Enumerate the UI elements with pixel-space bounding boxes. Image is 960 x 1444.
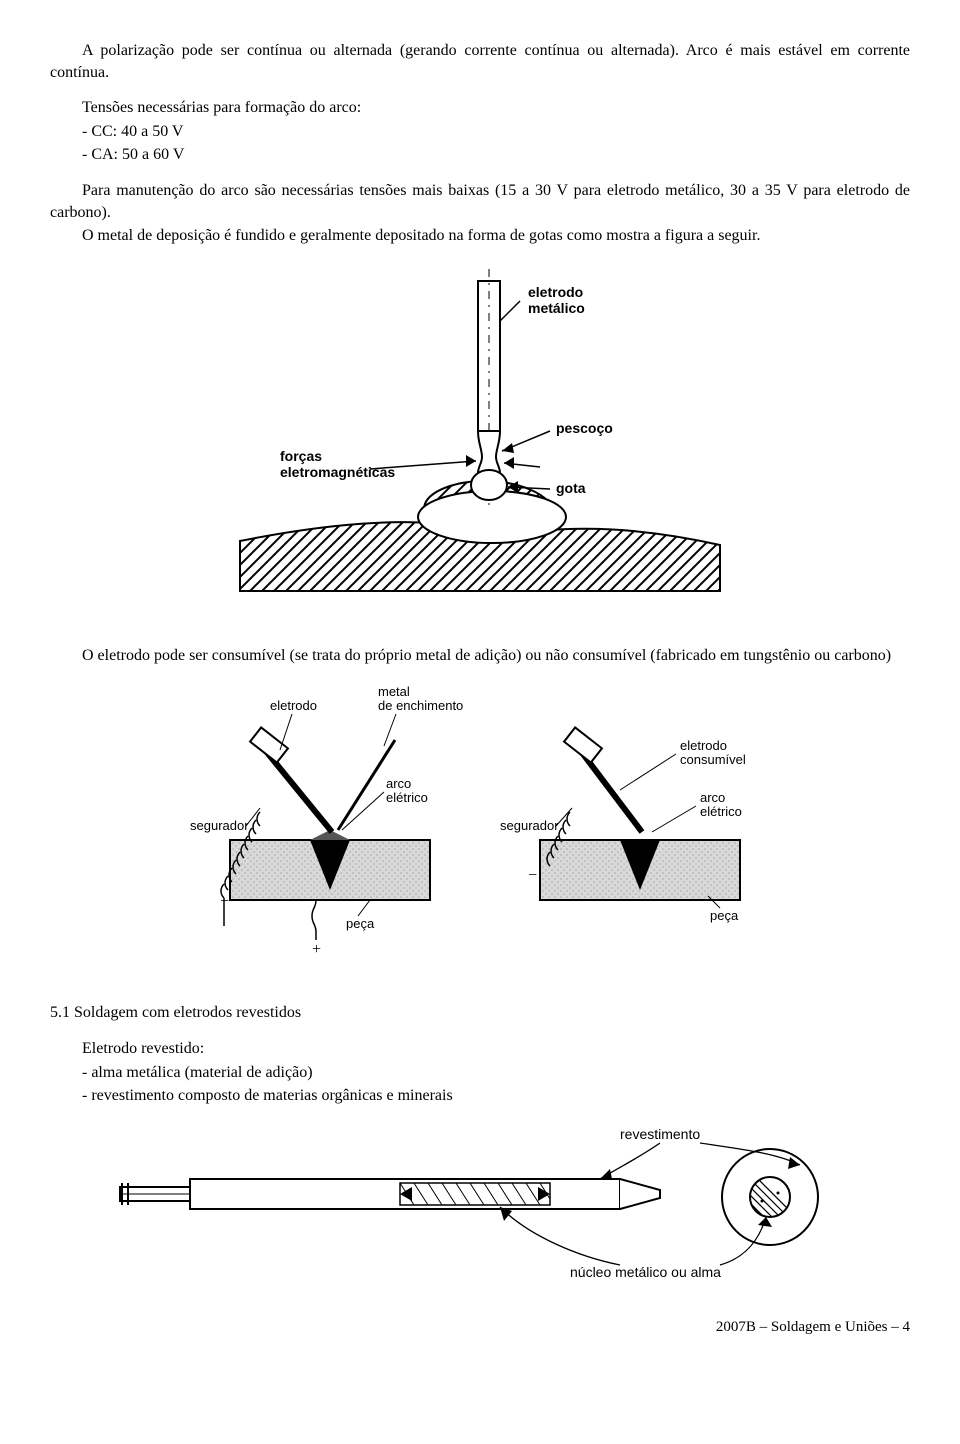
svg-text:pescoço: pescoço [556, 420, 613, 436]
svg-text:consumível: consumível [680, 752, 746, 767]
svg-text:arco: arco [386, 776, 411, 791]
figure-coated-electrode: revestimento núcleo metálico ou alma [100, 1117, 860, 1287]
tensions-item-ca: - CA: 50 a 60 V [50, 144, 910, 166]
svg-text:eletrodo: eletrodo [270, 698, 317, 713]
svg-text:elétrico: elétrico [386, 790, 428, 805]
paragraph-consumable: O eletrodo pode ser consumível (se trata… [50, 645, 910, 667]
svg-text:revestimento: revestimento [620, 1126, 700, 1142]
svg-text:peça: peça [710, 908, 739, 923]
sub-item-revestimento: - revestimento composto de materias orgâ… [50, 1085, 910, 1107]
figure-electrode-drop: eletrodo metálico pescoço gota forças el… [220, 261, 740, 621]
svg-text:peça: peça [346, 916, 375, 931]
page-footer: 2007B – Soldagem e Uniões – 4 [50, 1317, 910, 1337]
svg-text:+: + [312, 941, 321, 958]
svg-text:−: − [528, 867, 537, 884]
svg-text:de enchimento: de enchimento [378, 698, 463, 713]
svg-text:−: − [220, 893, 229, 910]
figure-electrode-types: − + eletrodo metal de enchimento arco el… [160, 680, 800, 960]
paragraph-intro: A polarização pode ser contínua ou alter… [50, 40, 910, 83]
svg-text:arco: arco [700, 790, 725, 805]
section-heading: 5.1 Soldagem com eletrodos revestidos [50, 1002, 910, 1024]
svg-text:eletromagnéticas: eletromagnéticas [280, 464, 395, 480]
svg-text:eletrodo: eletrodo [680, 738, 727, 753]
paragraph-maintenance: Para manutenção do arco são necessárias … [50, 180, 910, 223]
svg-text:metal: metal [378, 684, 410, 699]
svg-text:elétrico: elétrico [700, 804, 742, 819]
svg-text:metálico: metálico [528, 300, 585, 316]
sub-heading: Eletrodo revestido: [50, 1038, 910, 1060]
svg-text:gota: gota [556, 480, 586, 496]
svg-text:eletrodo: eletrodo [528, 284, 583, 300]
svg-text:segurador: segurador [500, 818, 559, 833]
paragraph-deposition: O metal de deposição é fundido e geralme… [50, 225, 910, 247]
svg-text:segurador: segurador [190, 818, 249, 833]
sub-item-alma: - alma metálica (material de adição) [50, 1062, 910, 1084]
tensions-lead: Tensões necessárias para formação do arc… [50, 97, 910, 119]
svg-text:núcleo metálico ou alma: núcleo metálico ou alma [570, 1264, 721, 1280]
svg-text:forças: forças [280, 448, 322, 464]
tensions-item-cc: - CC: 40 a 50 V [50, 121, 910, 143]
